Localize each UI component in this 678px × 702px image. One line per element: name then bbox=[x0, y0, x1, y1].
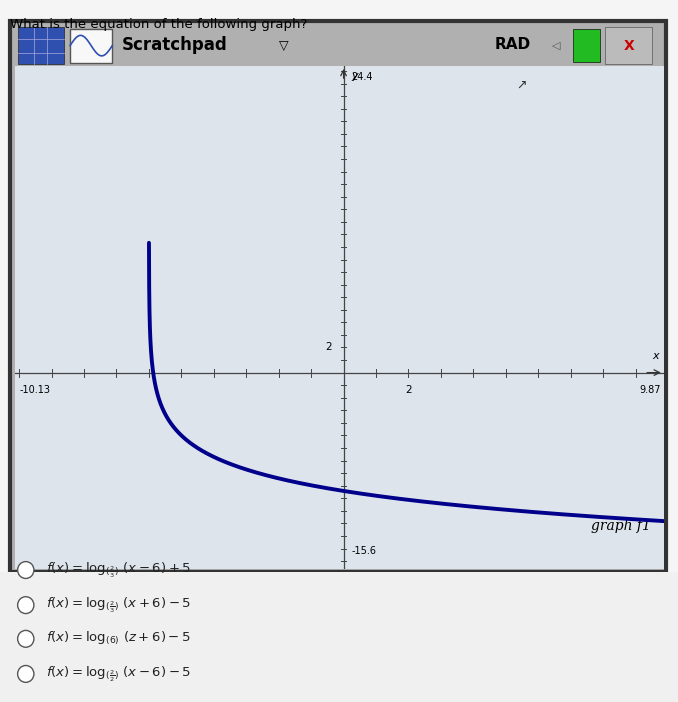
Text: 9.87: 9.87 bbox=[639, 385, 660, 395]
Text: 2: 2 bbox=[405, 385, 412, 395]
Text: $f(x) = \mathrm{log}_{(\frac{2}{2})}\ (x-6)-5$: $f(x) = \mathrm{log}_{(\frac{2}{2})}\ (x… bbox=[46, 664, 191, 684]
Text: X: X bbox=[623, 39, 634, 53]
Text: x: x bbox=[652, 351, 659, 362]
Bar bbox=[573, 29, 600, 62]
Text: y: y bbox=[352, 71, 358, 81]
Bar bbox=[70, 29, 113, 62]
Text: -15.6: -15.6 bbox=[352, 546, 377, 556]
Text: $f(x) = \mathrm{log}_{(\frac{2}{3})}\ (x+6)-5$: $f(x) = \mathrm{log}_{(\frac{2}{3})}\ (x… bbox=[46, 595, 191, 615]
Bar bbox=[18, 27, 64, 64]
Text: ↗: ↗ bbox=[517, 79, 527, 91]
Text: graph f1: graph f1 bbox=[591, 519, 651, 534]
Bar bbox=[605, 27, 652, 64]
Text: What is the equation of the following graph?: What is the equation of the following gr… bbox=[10, 18, 308, 31]
Text: -10.13: -10.13 bbox=[20, 385, 51, 395]
Text: 2: 2 bbox=[325, 343, 332, 352]
Text: ◁: ◁ bbox=[553, 41, 561, 51]
Text: 24.4: 24.4 bbox=[352, 72, 373, 82]
Text: Scratchpad: Scratchpad bbox=[122, 36, 228, 54]
Text: RAD: RAD bbox=[495, 37, 531, 53]
Text: $f(x) = \mathrm{log}_{(6)}\ (z+6)-5$: $f(x) = \mathrm{log}_{(6)}\ (z+6)-5$ bbox=[46, 630, 191, 647]
Text: $f(x) = \mathrm{log}_{(\frac{2}{3})}\ (x-6)+5$: $f(x) = \mathrm{log}_{(\frac{2}{3})}\ (x… bbox=[46, 560, 191, 580]
Text: ▽: ▽ bbox=[279, 39, 289, 52]
